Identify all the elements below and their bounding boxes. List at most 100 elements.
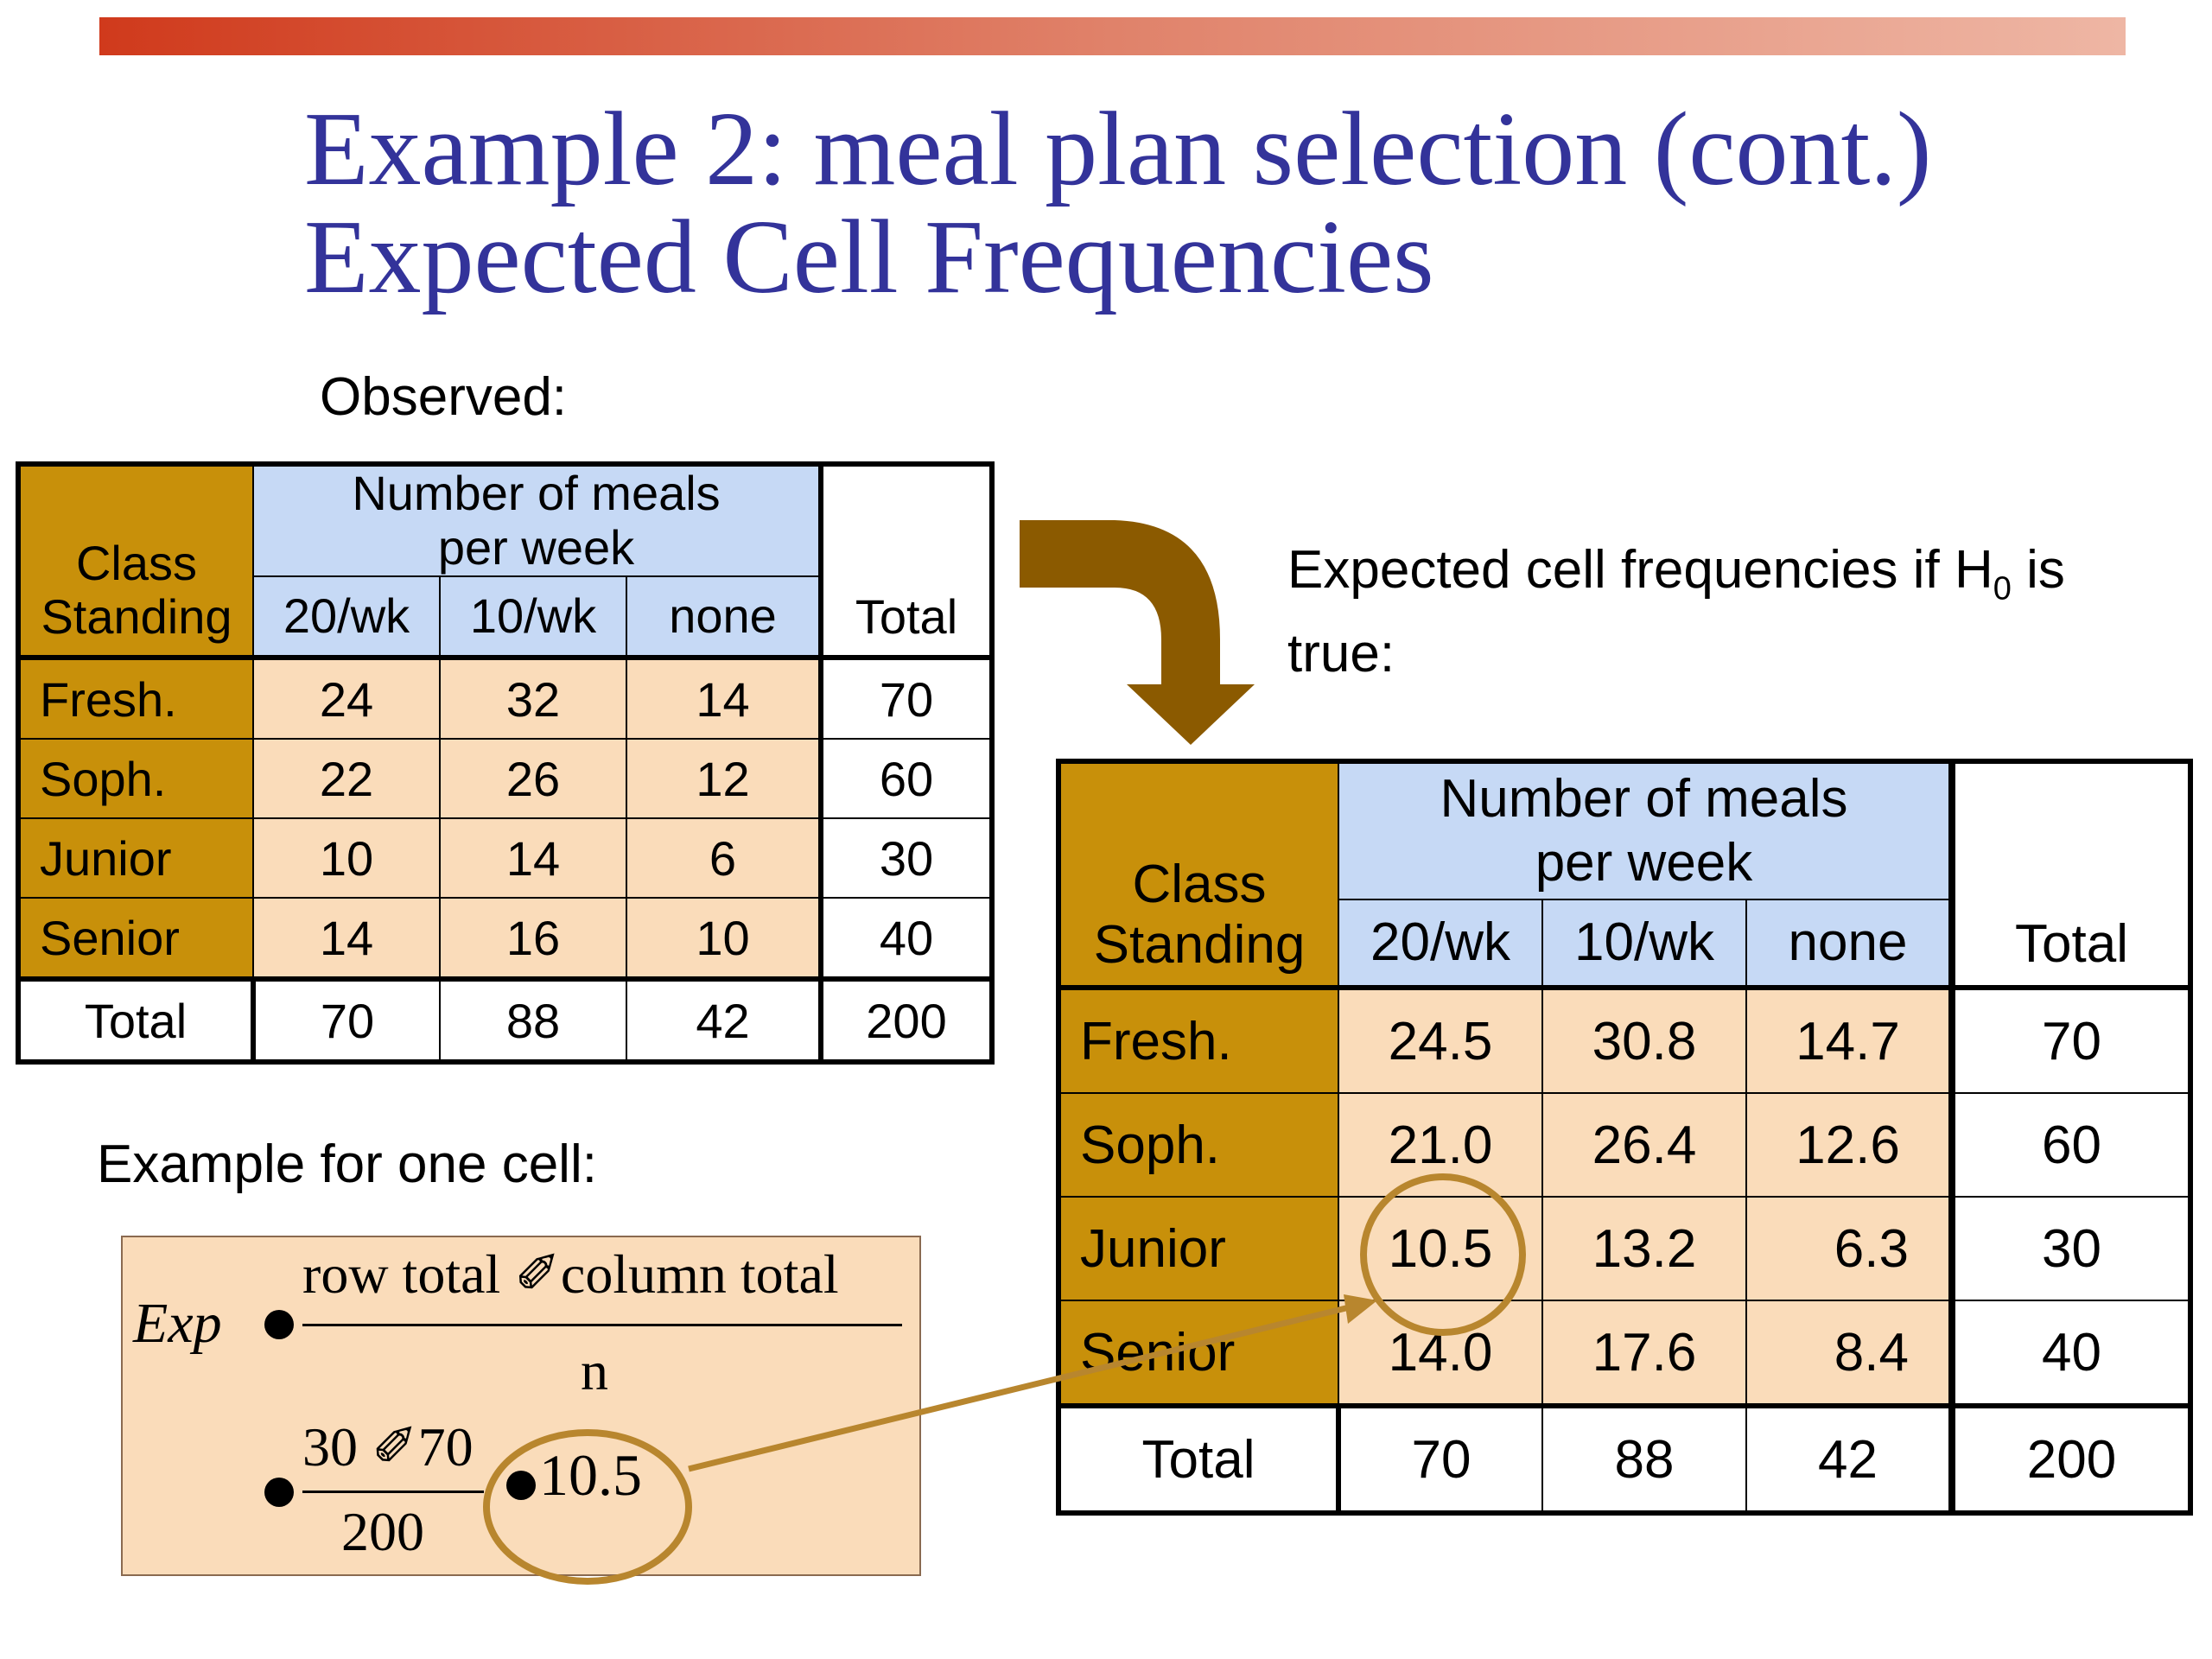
slide-title: Example 2: meal plan selection (cont.) E… bbox=[304, 95, 2162, 311]
class-standing-header: Class Standing bbox=[17, 463, 254, 658]
highlight-circle-formula bbox=[483, 1429, 692, 1585]
row-total: 60 bbox=[1948, 1092, 2191, 1198]
row-label: Fresh. bbox=[1058, 985, 1339, 1094]
row-total: 70 bbox=[1948, 985, 2191, 1094]
column-header: 10/wk bbox=[439, 575, 627, 658]
table-row: Senior 14 16 10 40 bbox=[17, 897, 993, 980]
table-cell: 14.0 bbox=[1338, 1300, 1543, 1407]
column-header: 20/wk bbox=[1338, 899, 1543, 988]
column-header: 10/wk bbox=[1541, 899, 1747, 988]
table-cell: 16 bbox=[439, 897, 627, 980]
table-cell: 14.7 bbox=[1745, 985, 1953, 1094]
row-total: 30 bbox=[818, 817, 993, 899]
table-row: Soph. 22 26 12 60 bbox=[17, 738, 993, 819]
table-cell: 24 bbox=[252, 655, 441, 740]
table-row: Senior 14.0 17.6 8.4 40 bbox=[1058, 1300, 2191, 1407]
table-cell: 30.8 bbox=[1541, 985, 1747, 1094]
table-cell: 26.4 bbox=[1541, 1092, 1747, 1198]
total-column-header: Total bbox=[1948, 760, 2191, 988]
fraction-bar bbox=[302, 1491, 484, 1493]
column-total: 88 bbox=[439, 976, 627, 1063]
column-header: none bbox=[626, 575, 822, 658]
expected-label-line2: true: bbox=[1287, 624, 1395, 684]
column-total: 70 bbox=[252, 976, 441, 1063]
totals-row-label: Total bbox=[17, 976, 256, 1063]
table-cell: 13.2 bbox=[1541, 1196, 1747, 1301]
observed-table: Class Standing Number of meals per week … bbox=[16, 461, 995, 1065]
column-total: 42 bbox=[626, 976, 822, 1063]
meals-header-line1: Number of meals bbox=[352, 466, 721, 521]
connector-line bbox=[688, 1300, 1368, 1472]
slide-title-line1: Example 2: meal plan selection (cont.) bbox=[304, 91, 1932, 207]
grand-total: 200 bbox=[818, 976, 993, 1063]
totals-row: Total 70 88 42 200 bbox=[1058, 1403, 2191, 1514]
table-cell: 12 bbox=[626, 738, 822, 819]
meals-header-line2: per week bbox=[437, 520, 635, 575]
table-row: Fresh. 24.5 30.8 14.7 70 bbox=[1058, 985, 2191, 1094]
class-standing-header-line1: Class bbox=[75, 535, 198, 590]
formula-sub-denominator: 200 bbox=[341, 1501, 424, 1562]
table-row: Soph. 21.0 26.4 12.6 60 bbox=[1058, 1092, 2191, 1198]
formula-box: Exp row total ✐column total n 30 ✐70 200… bbox=[121, 1236, 921, 1576]
formula-denominator: n bbox=[581, 1340, 608, 1402]
table-row: Junior 10.5 13.2 6.3 30 bbox=[1058, 1196, 2191, 1301]
meals-per-week-header: Number of meals per week bbox=[1338, 760, 1953, 900]
class-standing-header: Class Standing bbox=[1058, 760, 1339, 988]
expected-table: Class Standing Number of meals per week … bbox=[1056, 759, 2193, 1516]
class-standing-header-line1: Class bbox=[1132, 855, 1267, 915]
equals-bullet-icon bbox=[264, 1478, 294, 1507]
table-cell: 14 bbox=[439, 817, 627, 899]
curved-arrow-icon bbox=[1020, 520, 1255, 745]
class-standing-header-line2: Standing bbox=[1093, 914, 1306, 975]
row-total: 30 bbox=[1948, 1196, 2191, 1301]
grand-total: 200 bbox=[1948, 1403, 2191, 1514]
equals-bullet-icon bbox=[506, 1471, 536, 1500]
meals-header-line2: per week bbox=[1535, 833, 1753, 893]
expected-label: Expected cell frequencies if H0 is true: bbox=[1287, 537, 2065, 687]
total-column-header: Total bbox=[818, 463, 993, 658]
table-cell: 6.3 bbox=[1745, 1196, 1953, 1301]
example-label: Example for one cell: bbox=[97, 1135, 597, 1194]
table-cell: 22 bbox=[252, 738, 441, 819]
title-accent-bar bbox=[99, 17, 2126, 55]
expected-label-text: Expected cell frequencies if H bbox=[1287, 540, 1993, 600]
table-cell: 12.6 bbox=[1745, 1092, 1953, 1198]
table-cell: 6 bbox=[626, 817, 822, 899]
formula-lhs: Exp bbox=[133, 1292, 222, 1355]
row-label: Soph. bbox=[17, 738, 254, 819]
class-standing-header-line2: Standing bbox=[41, 589, 232, 645]
column-header: 20/wk bbox=[252, 575, 441, 658]
formula-sub-numerator: 30 ✐70 bbox=[302, 1416, 474, 1478]
formula-numerator: row total ✐column total bbox=[302, 1243, 839, 1305]
table-cell: 21.0 bbox=[1338, 1092, 1543, 1198]
table-cell: 32 bbox=[439, 655, 627, 740]
expected-label-text-after: is bbox=[2011, 540, 2065, 600]
column-header: none bbox=[1745, 899, 1953, 988]
h0-subscript: 0 bbox=[1993, 570, 2012, 607]
table-cell: 17.6 bbox=[1541, 1300, 1747, 1407]
row-label: Junior bbox=[1058, 1196, 1339, 1301]
connector-arrowhead-icon bbox=[1344, 1294, 1377, 1324]
table-cell: 14 bbox=[626, 655, 822, 740]
meals-per-week-header: Number of meals per week bbox=[252, 463, 822, 577]
table-cell: 8.4 bbox=[1745, 1300, 1953, 1407]
row-total: 40 bbox=[1948, 1300, 2191, 1407]
row-label: Fresh. bbox=[17, 655, 254, 740]
highlight-circle-table bbox=[1360, 1173, 1526, 1336]
equals-bullet-icon bbox=[264, 1310, 294, 1339]
formula-result: 10.5 bbox=[539, 1442, 642, 1508]
observed-label: Observed: bbox=[320, 367, 568, 427]
row-label: Soph. bbox=[1058, 1092, 1339, 1198]
table-cell: 24.5 bbox=[1338, 985, 1543, 1094]
column-total: 42 bbox=[1745, 1403, 1953, 1514]
slide-title-line2: Expected Cell Frequencies bbox=[304, 199, 1434, 315]
meals-header-line1: Number of meals bbox=[1440, 768, 1848, 829]
table-row: Junior 10 14 6 30 bbox=[17, 817, 993, 899]
row-total: 40 bbox=[818, 897, 993, 980]
table-row: Fresh. 24 32 14 70 bbox=[17, 655, 993, 740]
fraction-bar bbox=[302, 1324, 902, 1326]
row-total: 70 bbox=[818, 655, 993, 740]
row-label: Junior bbox=[17, 817, 254, 899]
column-total: 70 bbox=[1338, 1403, 1543, 1514]
